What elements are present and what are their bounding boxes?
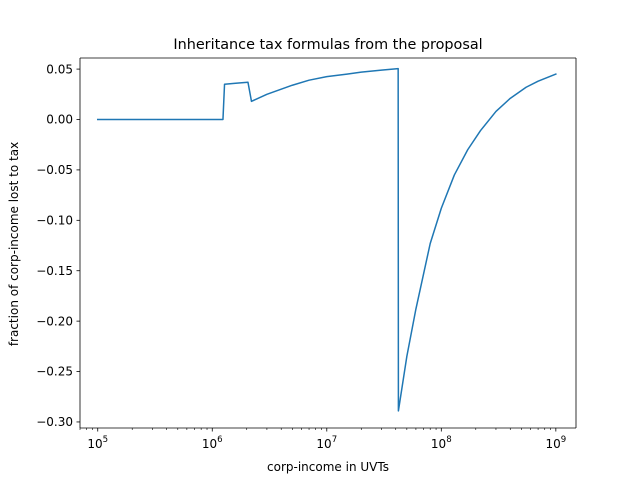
y-tick-label: 0.05 — [46, 62, 73, 76]
y-tick-label: −0.05 — [36, 163, 73, 177]
x-tick-label: 105 — [87, 435, 108, 451]
x-tick-label: 107 — [316, 435, 337, 451]
x-axis-label: corp-income in UVTs — [267, 460, 389, 474]
plot-area: 105 106 107 108 109 0.05 0.00 −0.05 −0.10 −0.15 −0… — [36, 57, 577, 451]
y-tick-label: −0.10 — [36, 214, 73, 228]
x-tick-label: 106 — [202, 435, 223, 451]
x-tick-label: 108 — [431, 435, 452, 451]
y-tick-label: −0.15 — [36, 264, 73, 278]
y-axis-label: fraction of corp-income lost to tax — [7, 142, 21, 346]
y-tick-label: −0.30 — [36, 415, 73, 429]
y-tick-label: −0.20 — [36, 314, 73, 328]
y-tick-label: 0.00 — [46, 113, 73, 127]
chart-title: Inheritance tax formulas from the propos… — [173, 37, 482, 53]
x-tick-label: 109 — [545, 435, 566, 451]
series-line-0 — [96, 67, 557, 412]
y-tick-label: −0.25 — [36, 365, 73, 379]
